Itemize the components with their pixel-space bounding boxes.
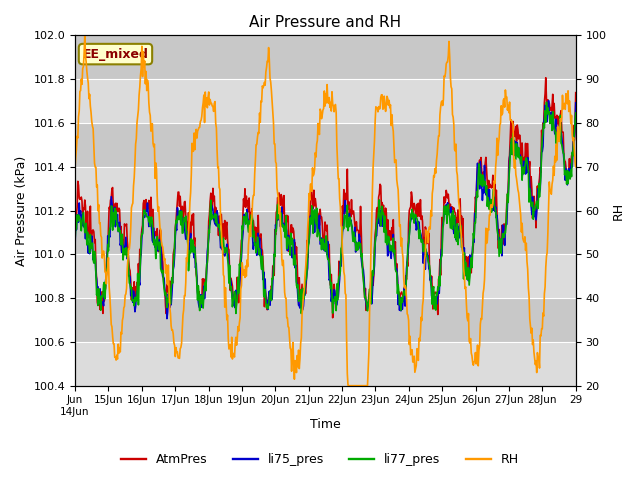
AtmPres [401,287,409,292]
AtmPres [80,206,88,212]
AtmPres [329,315,337,321]
RH [402,285,410,291]
Y-axis label: RH: RH [612,202,625,219]
li77_pres [132,299,140,304]
X-axis label: Time: Time [310,419,340,432]
Bar [75,167,576,211]
RH [210,108,218,114]
RH [345,383,353,389]
RH [80,51,88,57]
AtmPres [387,237,394,243]
Bar [75,36,576,79]
RH [572,164,580,169]
li75_pres [401,303,409,309]
RH [183,259,191,264]
Bar [75,342,576,386]
Bar [75,298,576,342]
li75_pres [183,236,191,242]
li77_pres [182,231,190,237]
AtmPres [572,90,580,96]
li77_pres [80,220,88,226]
li75_pres [210,216,218,222]
li77_pres [572,110,580,116]
AtmPres [71,231,79,237]
AtmPres [182,218,190,224]
Legend: AtmPres, li75_pres, li77_pres, RH: AtmPres, li75_pres, li77_pres, RH [116,448,524,471]
Line: li75_pres: li75_pres [75,100,576,319]
Bar [75,123,576,167]
RH [71,165,79,170]
li77_pres [401,292,409,298]
li75_pres [132,304,140,310]
li77_pres [298,311,305,316]
Y-axis label: Air Pressure (kPa): Air Pressure (kPa) [15,156,28,265]
Line: RH: RH [75,36,576,386]
li77_pres [209,215,217,221]
li75_pres [387,251,394,256]
li77_pres [387,242,394,248]
Text: EE_mixed: EE_mixed [83,48,148,60]
AtmPres [209,185,217,191]
li75_pres [545,97,552,103]
RH [132,136,140,142]
Bar [75,254,576,298]
Bar [75,211,576,254]
li75_pres [80,224,88,230]
li75_pres [71,245,79,251]
Title: Air Pressure and RH: Air Pressure and RH [250,15,401,30]
li77_pres [71,238,79,243]
RH [387,122,395,128]
AtmPres [132,284,140,290]
AtmPres [542,75,550,81]
Bar [75,79,576,123]
Line: AtmPres: AtmPres [75,78,576,318]
li75_pres [572,100,580,106]
Line: li77_pres: li77_pres [75,102,576,313]
RH [81,33,88,38]
li77_pres [543,99,550,105]
li75_pres [163,316,171,322]
